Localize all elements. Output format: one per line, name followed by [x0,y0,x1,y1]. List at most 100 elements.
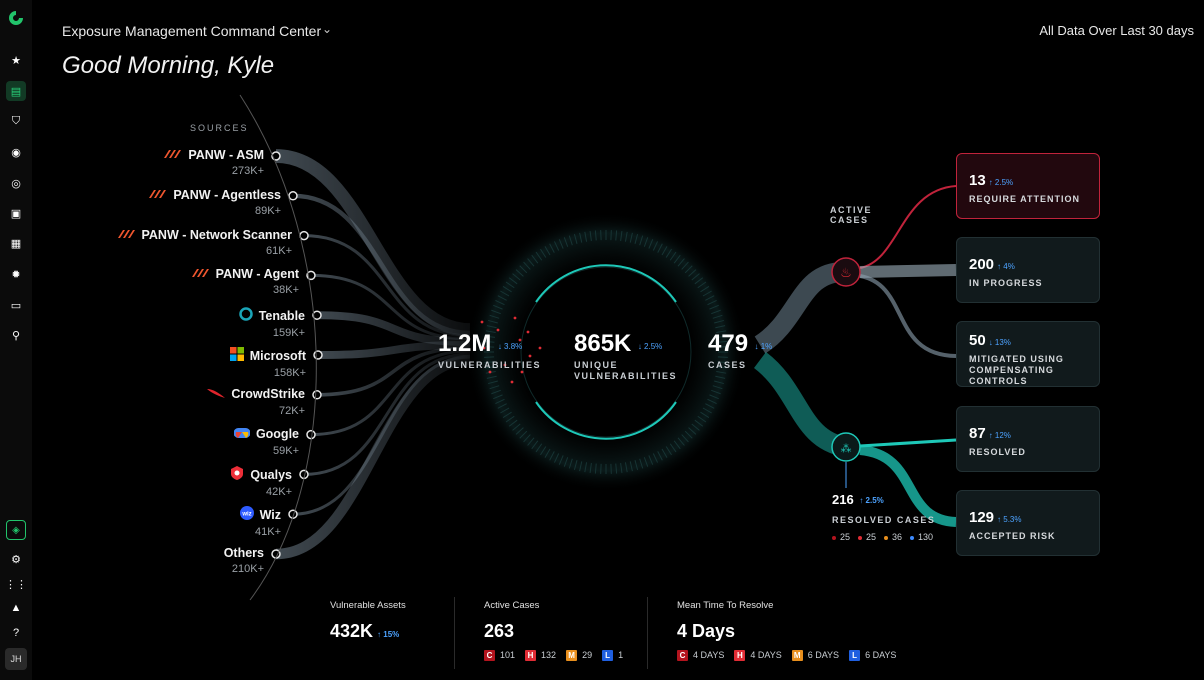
card-label-line: IN PROGRESS [969,278,1043,288]
resolved-cases-metric[interactable]: 216 ↑ 2.5% [832,492,884,507]
source-flow-path [316,346,471,397]
source-item[interactable]: Microsoft 158K+ [46,347,306,379]
ring-tick [702,407,712,414]
ring-tick [714,380,724,385]
source-item[interactable]: PANW - Agent 38K+ [39,267,299,296]
ring-tick [527,437,535,446]
ring-tick [673,440,681,450]
ring-tick [488,319,498,324]
clipboard-icon[interactable]: ▣ [10,207,22,220]
severity-badge: L [602,650,614,661]
source-item[interactable]: wiz Wiz 41K+ [21,506,281,538]
vulnerable-assets-stat[interactable]: Vulnerable Assets 432K ↑ 15% [330,600,406,642]
ring-tick [485,330,496,334]
eye-icon[interactable]: ◉ [11,146,21,159]
vulnerabilities-metric[interactable]: 1.2M ↓ 3.8% VULNERABILITIES [438,330,541,371]
cases-value: 479 [708,330,749,357]
ring-tick [512,423,521,431]
ring-tick [502,411,512,418]
active-cases-title: Active Cases [484,600,540,611]
severity-value: 1 [618,650,624,660]
ring-tick [615,463,618,474]
dashboard-icon[interactable]: ▤ [6,81,26,101]
case-status-card[interactable]: 50 ↓ 13% MITIGATED USING COMPENSATING CONTRO… [956,321,1100,387]
card-value: 129 [969,509,995,526]
card-label: ACCEPTED RISK [969,531,1087,542]
gear-icon[interactable]: ⚙ [11,553,21,566]
source-flow-path [275,149,471,337]
legend-dot [884,535,889,540]
resolved-cases-node [831,432,861,462]
case-status-card[interactable]: 13 ↑ 2.5% REQUIRE ATTENTION [956,153,1100,219]
ring-tick [712,314,723,319]
source-item[interactable]: PANW - Network Scanner 61K+ [32,228,292,257]
case-status-card[interactable]: 200 ↑ 4% IN PROGRESS [956,237,1100,303]
source-item[interactable]: CrowdStrike 72K+ [45,387,305,417]
ring-tick [681,434,689,443]
ring-tick [705,403,715,409]
date-range-label[interactable]: All Data Over Last 30 days [1039,23,1194,38]
source-name: PANW - Agent [39,267,299,281]
source-flow-path [310,273,471,341]
cases-metric[interactable]: 479 ↓ 1% CASES [708,330,772,371]
bell-icon[interactable]: ▲ [10,602,22,614]
sources-heading: SOURCES [190,123,249,133]
severity-item: C 101 [484,650,515,661]
vulnerability-particle [488,370,492,374]
chevron-down-icon[interactable]: ⌄ [322,22,333,36]
avatar[interactable]: JH [5,648,27,670]
unique-vulnerabilities-metric[interactable]: 865K ↓ 2.5% UNIQUE VULNERABILITIES [574,330,677,382]
ring-tick [568,458,573,469]
help-icon[interactable]: ? [12,627,20,639]
divider [454,597,455,669]
case-status-card[interactable]: 129 ↑ 5.3% ACCEPTED RISK [956,490,1100,556]
center-inner-ring [520,266,692,438]
source-item[interactable]: Others 210K+ [4,546,264,575]
ring-tick [697,281,707,289]
card-value: 13 [969,172,986,189]
severity-value: 6 DAYS [865,650,897,660]
case-status-card[interactable]: 87 ↑ 12% RESOLVED [956,406,1100,472]
assets-icon[interactable]: ▦ [10,237,22,250]
ring-tick [620,230,623,242]
active-cases-severity-row: C 101 H 132 M 29 L 1 [484,650,623,661]
source-count: 38K+ [273,284,299,297]
ring-tick [563,237,569,247]
vulnerability-particle [520,370,524,374]
card-delta: ↑ 2.5% [988,178,1014,187]
source-item[interactable]: Google 59K+ [39,427,299,457]
ring-tick [486,325,497,329]
source-count: 61K+ [266,244,292,257]
source-item[interactable]: Qualys 42K+ [32,466,292,498]
assistant-icon[interactable]: ◈ [6,520,26,540]
target-icon[interactable]: ◎ [11,177,21,190]
mttr-stat[interactable]: Mean Time To Resolve 4 Days C 4 DAYS H 4 DA… [677,600,896,661]
star-icon[interactable]: ★ [11,54,21,67]
ring-tick [488,380,498,385]
ring-tick [484,335,496,338]
app-logo-icon[interactable] [8,10,24,26]
sun-icon[interactable]: ✹ [11,268,21,281]
inbox-icon[interactable]: ▭ [10,299,22,312]
ring-tick [648,239,654,249]
source-item[interactable]: PANW - Agentless 89K+ [21,188,281,217]
rocket-icon[interactable]: ⚲ [11,329,21,342]
severity-item: H 132 [525,650,556,661]
flow-resolved [859,438,957,448]
source-item[interactable]: PANW - ASM 273K+ [4,148,264,177]
active-cases-stat[interactable]: Active Cases 263 C 101 H 132 M 29 L 1 [484,600,623,661]
ring-tick [486,375,497,379]
ring-tick [515,427,524,435]
ring-tick [716,335,728,338]
cases-flow-resolved [753,352,849,457]
ring-tick [684,430,693,439]
page-title[interactable]: Exposure Management Command Center [62,23,322,39]
panw-logo-icon [191,267,210,281]
ring-tick [694,419,704,427]
apps-grid-icon[interactable]: ⋮⋮ [5,578,27,591]
ring-tick [495,398,505,405]
source-item[interactable]: Tenable 159K+ [45,307,305,339]
shield-icon[interactable]: ⛉ [11,114,21,127]
legend-dot [858,535,863,540]
vulnerability-particle [518,338,522,342]
